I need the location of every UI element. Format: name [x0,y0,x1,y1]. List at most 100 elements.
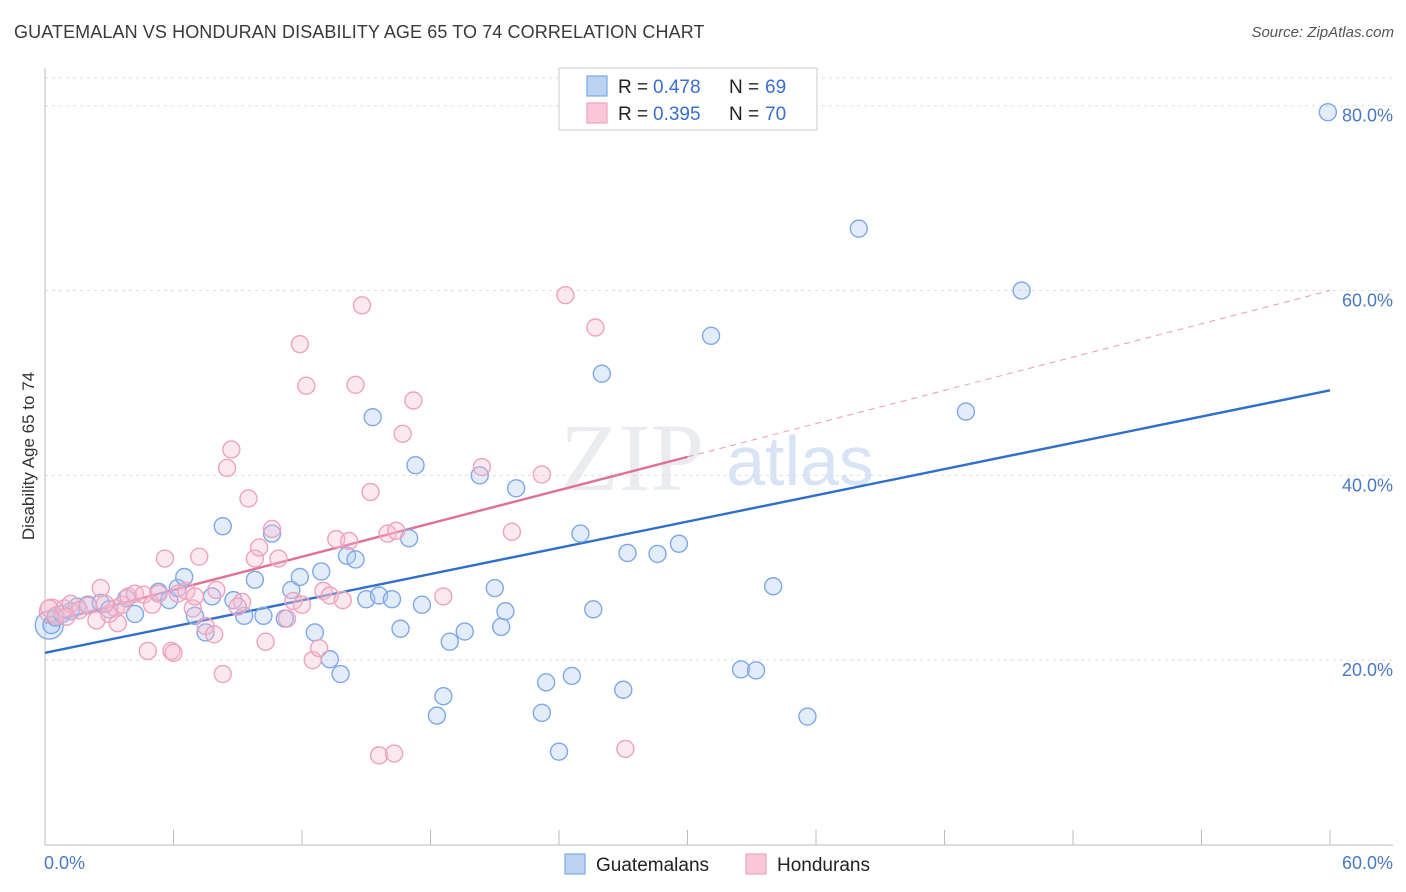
point-hondurans-44 [333,590,352,610]
point-guatemalans-68 [1318,102,1338,122]
point-hondurans-59 [586,318,605,337]
point-guatemalans-59 [669,534,689,553]
svg-text:R =: R = [618,77,648,98]
point-hondurans-48 [361,482,380,502]
point-guatemalans-36 [391,619,410,638]
point-hondurans-51 [384,744,404,763]
point-hondurans-38 [297,376,316,395]
bottom-swatch-guatemalans [564,853,586,875]
legend-n-value-hondurans: 70 [765,104,786,125]
point-guatemalans-60 [701,326,721,346]
point-guatemalans-50 [536,673,556,692]
point-guatemalans-33 [363,407,382,427]
legend-swatch-guatemalans [586,75,608,97]
point-hondurans-30 [245,549,265,568]
point-hondurans-25 [213,664,232,684]
point-guatemalans-22 [262,524,282,543]
point-hondurans-29 [239,489,258,508]
point-hondurans-55 [472,457,492,477]
point-guatemalans-38 [406,455,425,475]
point-hondurans-60 [616,739,635,759]
legend-n-value-guatemalans: 69 [765,77,786,98]
point-hondurans-57 [532,465,552,484]
point-hondurans-54 [434,587,453,606]
bottom-legend-guatemalans: Guatemalans [596,855,709,876]
point-hondurans-49 [369,746,389,765]
point-hondurans-14 [142,595,162,614]
point-guatemalans-66 [956,402,976,421]
point-guatemalans-52 [562,666,582,686]
point-hondurans-65 [387,521,406,541]
point-hondurans-68 [185,587,205,606]
point-hondurans-53 [404,391,423,410]
point-guatemalans-49 [532,703,552,723]
point-hondurans-0 [40,599,59,618]
point-guatemalans-39 [412,595,432,614]
trend-line-hondurans-2 [687,290,1331,458]
point-hondurans-52 [393,424,412,443]
point-hondurans-69 [108,614,128,633]
point-guatemalans-58 [648,544,667,564]
point-hondurans-64 [292,595,312,614]
point-guatemalans-42 [440,632,459,651]
point-guatemalans-46 [491,617,511,637]
point-guatemalans-20 [245,570,265,589]
point-guatemalans-31 [346,550,365,569]
point-hondurans-23 [204,625,224,644]
point-guatemalans-43 [455,622,474,641]
point-hondurans-35 [277,609,297,628]
point-guatemalans-47 [496,602,515,621]
watermark-zip: ZIP [560,404,704,511]
point-hondurans-16 [155,549,175,568]
point-guatemalans-61 [731,660,751,679]
bottom-legend-hondurans: Hondurans [777,855,870,876]
bottom-swatch-hondurans [745,853,767,875]
point-hondurans-31 [249,538,269,557]
y-axis-title: Disability Age 65 to 74 [19,372,38,540]
point-hondurans-61 [138,641,158,661]
point-guatemalans-45 [485,578,504,598]
point-hondurans-26 [217,458,237,478]
point-guatemalans-35 [382,589,402,609]
point-guatemalans-48 [506,479,526,498]
point-guatemalans-54 [584,600,603,619]
point-hondurans-27 [222,440,241,459]
point-hondurans-32 [256,632,275,651]
point-hondurans-34 [269,549,288,568]
correlation-legend: R = 0.478 N = 69 R = 0.395 N = 70 [558,67,818,131]
legend-swatch-hondurans [586,102,608,124]
point-guatemalans-56 [614,680,633,699]
point-hondurans-63 [228,597,247,616]
gridlines [45,77,1393,661]
point-hondurans-5 [78,596,98,615]
point-hondurans-15 [149,584,168,603]
point-hondurans-40 [309,638,329,658]
point-hondurans-24 [207,580,226,600]
x-tick-label-max: 60.0% [1342,853,1393,873]
point-guatemalans-26 [305,623,325,642]
point-guatemalans-53 [571,524,590,543]
point-guatemalans-62 [746,661,766,680]
y-tick-label-20: 20.0% [1342,660,1393,680]
series-legend: Guatemalans Hondurans [564,853,870,876]
point-guatemalans-9 [125,604,145,624]
y-tick-label-80: 80.0% [1342,106,1393,126]
legend-r-label-1: R = [618,104,648,125]
point-hondurans-21 [189,547,209,566]
point-guatemalans-29 [331,664,350,684]
legend-n-label-1: N = [729,104,759,125]
chart-title: GUATEMALAN VS HONDURAN DISABILITY AGE 65… [14,22,705,42]
point-hondurans-62 [164,643,183,662]
y-tick-label-60: 60.0% [1342,291,1393,311]
point-hondurans-7 [91,578,110,598]
point-guatemalans-24 [282,580,301,600]
watermark-atlas: atlas [726,422,874,500]
point-guatemalans-17 [213,516,232,536]
y-tick-label-40: 40.0% [1342,475,1393,495]
data-points [34,102,1338,765]
point-guatemalans-64 [798,707,817,726]
point-guatemalans-55 [592,364,612,383]
point-guatemalans-25 [290,567,310,587]
point-hondurans-37 [290,334,310,354]
